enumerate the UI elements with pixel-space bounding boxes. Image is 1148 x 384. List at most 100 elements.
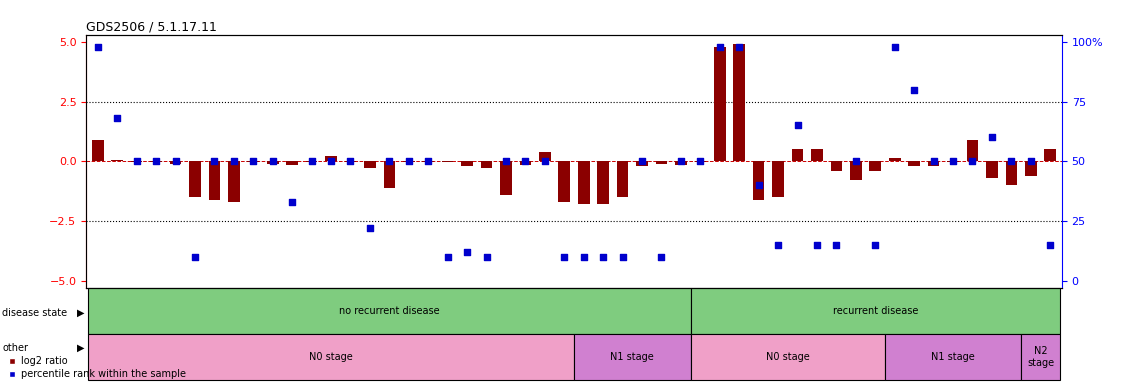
Bar <box>111 160 123 161</box>
Point <box>672 158 690 164</box>
Text: other: other <box>2 343 29 353</box>
Point <box>808 242 827 248</box>
Bar <box>189 161 201 197</box>
Text: recurrent disease: recurrent disease <box>832 306 918 316</box>
Point <box>847 158 866 164</box>
Point <box>866 242 884 248</box>
Bar <box>248 161 259 162</box>
Bar <box>577 161 590 204</box>
Bar <box>88 334 574 380</box>
Point <box>983 134 1001 141</box>
Legend: log2 ratio, percentile rank within the sample: log2 ratio, percentile rank within the s… <box>7 356 186 379</box>
Point <box>750 182 768 188</box>
Text: ▶: ▶ <box>77 343 85 353</box>
Point <box>419 158 437 164</box>
Point <box>1022 158 1040 164</box>
Point <box>828 242 846 248</box>
Bar <box>597 161 608 204</box>
Point <box>88 43 107 50</box>
Text: GDS2506 / 5.1.17.11: GDS2506 / 5.1.17.11 <box>86 20 217 33</box>
Bar <box>792 149 804 161</box>
Point <box>517 158 535 164</box>
Bar <box>812 149 823 161</box>
Bar <box>908 161 920 166</box>
Bar <box>92 140 103 161</box>
Bar <box>150 161 162 162</box>
Point <box>245 158 263 164</box>
Bar <box>885 334 1021 380</box>
Bar <box>636 161 647 166</box>
Bar <box>986 161 998 178</box>
Text: N0 stage: N0 stage <box>766 352 809 362</box>
Point <box>594 254 612 260</box>
Point <box>264 158 282 164</box>
Bar <box>691 288 1060 334</box>
Text: disease state: disease state <box>2 308 68 318</box>
Point <box>108 115 126 121</box>
Point <box>225 158 243 164</box>
Bar <box>869 161 882 171</box>
Bar <box>520 161 532 165</box>
Point <box>924 158 943 164</box>
Bar <box>383 161 395 187</box>
Bar <box>344 161 356 162</box>
Point <box>205 158 224 164</box>
Bar <box>131 161 142 162</box>
Bar <box>286 161 298 165</box>
Point <box>711 43 729 50</box>
Text: N1 stage: N1 stage <box>931 352 975 362</box>
Bar <box>1025 161 1037 175</box>
Bar <box>228 161 240 202</box>
Text: N2
stage: N2 stage <box>1027 346 1054 368</box>
Bar <box>773 161 784 197</box>
Text: no recurrent disease: no recurrent disease <box>339 306 440 316</box>
Point <box>730 43 748 50</box>
Bar <box>734 44 745 161</box>
Bar <box>691 334 885 380</box>
Bar <box>695 161 706 162</box>
Bar <box>403 161 414 162</box>
Bar <box>170 161 181 164</box>
Point <box>1041 242 1060 248</box>
Point <box>769 242 788 248</box>
Point <box>633 158 651 164</box>
Bar <box>1006 161 1017 185</box>
Point <box>1002 158 1021 164</box>
Point <box>458 249 476 255</box>
Bar <box>675 161 687 165</box>
Point <box>147 158 165 164</box>
Bar <box>305 161 317 162</box>
Bar <box>656 161 667 164</box>
Bar <box>422 161 434 162</box>
Bar <box>209 161 220 200</box>
Point <box>439 254 457 260</box>
Point <box>321 158 340 164</box>
Bar <box>714 46 726 161</box>
Bar <box>540 152 551 161</box>
Point <box>652 254 670 260</box>
Point <box>497 158 515 164</box>
Point <box>302 158 320 164</box>
Bar <box>1021 334 1060 380</box>
Bar <box>616 161 628 197</box>
Bar <box>850 161 862 180</box>
Point <box>905 86 923 93</box>
Point <box>127 158 146 164</box>
Bar <box>461 161 473 166</box>
Bar <box>967 140 978 161</box>
Bar <box>501 161 512 195</box>
Point <box>963 158 982 164</box>
Bar <box>889 158 900 161</box>
Bar <box>88 288 691 334</box>
Point <box>478 254 496 260</box>
Bar <box>266 161 279 164</box>
Text: N0 stage: N0 stage <box>309 352 352 362</box>
Bar <box>947 161 959 162</box>
Point <box>166 158 185 164</box>
Point <box>360 225 379 231</box>
Point <box>282 199 301 205</box>
Point <box>400 158 418 164</box>
Point <box>789 122 807 129</box>
Text: N1 stage: N1 stage <box>611 352 654 362</box>
Point <box>574 254 592 260</box>
